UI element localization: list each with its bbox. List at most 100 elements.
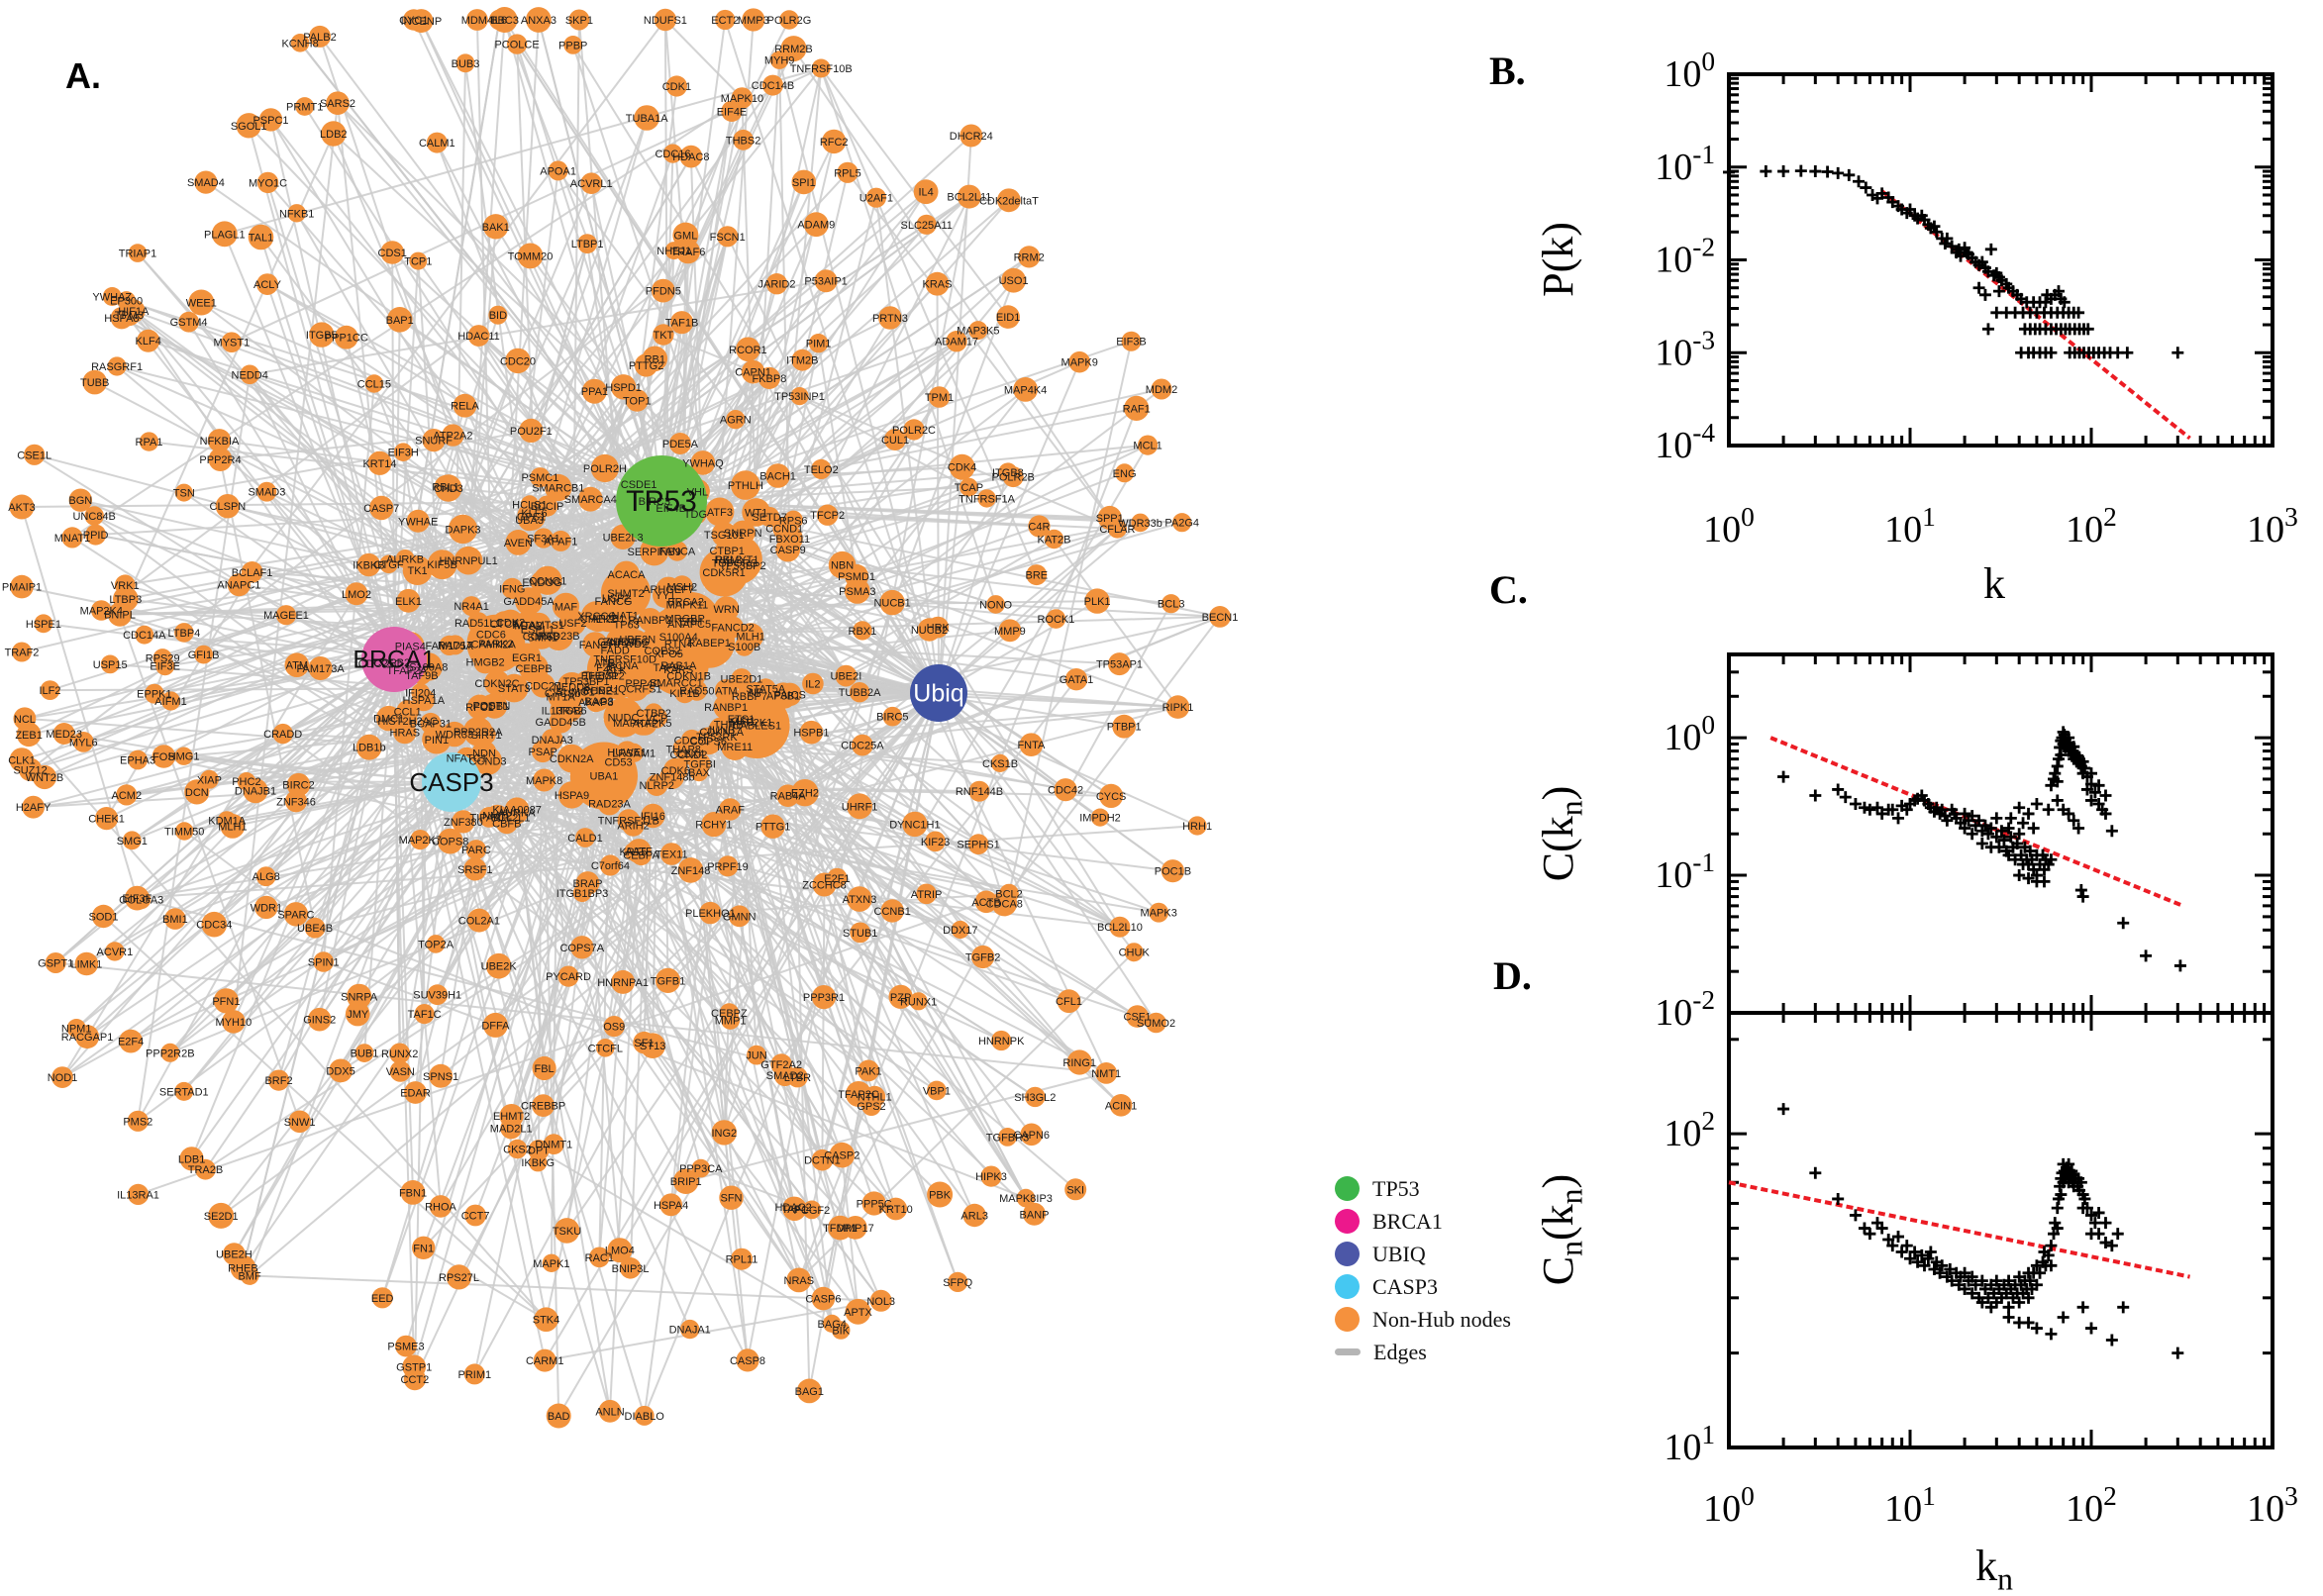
- network-edge: [163, 755, 453, 783]
- network-edge: [609, 619, 652, 1412]
- chart-point: [1777, 770, 1790, 783]
- network-edge: [619, 692, 940, 1251]
- network-edge: [282, 733, 583, 948]
- network-edge: [797, 603, 1172, 1281]
- network-edge: [608, 666, 882, 1302]
- chart-point: [2172, 1347, 2184, 1359]
- network-edge: [63, 540, 561, 735]
- chart-point: [1777, 1103, 1790, 1116]
- chart-point: [2076, 1301, 2089, 1314]
- y-tick-label: 10-2: [1655, 985, 1715, 1034]
- network-edge: [132, 310, 453, 783]
- network-edge: [94, 381, 596, 646]
- network-edge: [820, 67, 1038, 575]
- network-edge: [938, 692, 1160, 914]
- chart-point: [1981, 323, 1994, 336]
- network-edge: [130, 692, 940, 1043]
- chart-point: [2085, 1322, 2097, 1335]
- chart-point: [2092, 1228, 2105, 1241]
- legend-item-edges: Edges: [1335, 1336, 1511, 1368]
- network-edge: [778, 59, 791, 539]
- x-tick-label: 101: [1884, 1481, 1936, 1530]
- chart-point: [1821, 165, 1834, 178]
- network-edge: [636, 85, 678, 401]
- chart-point: [1809, 165, 1822, 178]
- y-axis-label: Cn(kn): [1534, 1174, 1589, 1285]
- y-tick-label: 100: [1664, 710, 1715, 758]
- network-edge: [250, 1274, 881, 1302]
- x-tick-label: 102: [2066, 1481, 2117, 1530]
- y-tick-label: 10-3: [1655, 325, 1715, 373]
- x-tick-label: 103: [2247, 502, 2298, 550]
- chart-point: [2022, 1316, 2035, 1329]
- network-edge: [738, 692, 940, 917]
- network-edge: [21, 500, 662, 653]
- network-edge: [213, 781, 453, 926]
- chart-point: [1843, 168, 1856, 181]
- x-tick-label: 103: [2247, 1481, 2298, 1530]
- chart-point: [2049, 767, 2062, 780]
- network-edge: [303, 105, 542, 478]
- chart-point: [2172, 347, 2184, 359]
- network-edge: [259, 236, 560, 637]
- network-edge: [196, 658, 395, 793]
- network-edge: [782, 538, 1056, 697]
- network-edge: [820, 67, 997, 605]
- network-edge: [782, 695, 920, 1002]
- network-edge: [239, 583, 511, 624]
- chart-point: [2030, 1322, 2043, 1335]
- network-edge: [938, 135, 972, 694]
- chart-point: [1832, 1192, 1845, 1205]
- y-tick-label: 101: [1664, 1420, 1715, 1468]
- chart-point: [1777, 165, 1790, 178]
- network-edge: [820, 468, 1108, 1074]
- panel-a-label: A.: [65, 55, 101, 96]
- network-edge: [295, 913, 1027, 1200]
- chart-point: [2076, 890, 2089, 903]
- chart-point: [1972, 281, 1985, 294]
- y-tick-label: 10-1: [1655, 140, 1715, 188]
- network-edge: [422, 692, 940, 1248]
- network-edge: [822, 692, 940, 1299]
- network-edge: [723, 67, 823, 1133]
- network-edge: [232, 781, 453, 828]
- network-edge: [744, 484, 806, 793]
- legend-label: TP53: [1372, 1175, 1420, 1201]
- network-edge: [337, 102, 662, 502]
- legend-label: BRCA1: [1372, 1208, 1443, 1234]
- network-edge: [248, 125, 656, 552]
- chart-frame: [1727, 72, 2274, 448]
- chart-fit-line: [1728, 1180, 2190, 1279]
- x-tick-label: 100: [1703, 1481, 1755, 1530]
- x-axis-label: kn: [1975, 1542, 2013, 1596]
- legend-item-brca1: BRCA1: [1335, 1205, 1511, 1238]
- x-tick-label: 100: [1703, 502, 1755, 550]
- legend: TP53 BRCA1 UBIQ CASP3 Non-Hub nodes Edge…: [1335, 1172, 1511, 1368]
- casp3-swatch-icon: [1335, 1274, 1360, 1299]
- chart-point: [2111, 1228, 2124, 1241]
- network-edge: [788, 538, 811, 1391]
- network-edge: [585, 680, 976, 1217]
- ubiq-swatch-icon: [1335, 1242, 1360, 1266]
- network-edge: [660, 500, 860, 807]
- network-edge: [1008, 616, 1221, 895]
- network-edge: [626, 750, 897, 1210]
- chart-point: [2117, 1301, 2130, 1314]
- legend-label: UBIQ: [1372, 1241, 1426, 1266]
- chart-point: [2057, 1311, 2070, 1324]
- chart-point: [1853, 175, 1866, 188]
- edges-swatch-icon: [1335, 1348, 1361, 1355]
- chart-point: [2099, 789, 2112, 802]
- y-tick-label: 10-4: [1655, 418, 1715, 466]
- network-edge: [205, 181, 662, 502]
- network-edge: [778, 59, 940, 694]
- y-axis-label: P(k): [1534, 222, 1582, 297]
- network-edge: [299, 42, 662, 502]
- network-edge: [333, 133, 940, 694]
- chart-point: [1760, 165, 1772, 178]
- network-edge: [28, 734, 548, 1321]
- network-edge: [565, 692, 940, 1232]
- network-edge: [510, 692, 940, 1117]
